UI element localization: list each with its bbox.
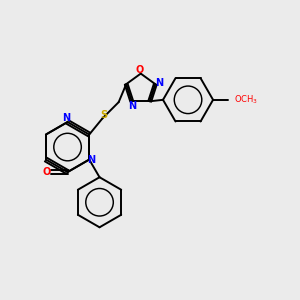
Text: N: N [62, 113, 70, 124]
Text: O: O [43, 167, 51, 177]
Text: N: N [155, 78, 164, 88]
Text: O: O [135, 65, 143, 75]
Text: N: N [128, 101, 136, 111]
Text: OCH$_3$: OCH$_3$ [234, 94, 258, 106]
Text: N: N [87, 154, 95, 165]
Text: S: S [100, 110, 107, 120]
